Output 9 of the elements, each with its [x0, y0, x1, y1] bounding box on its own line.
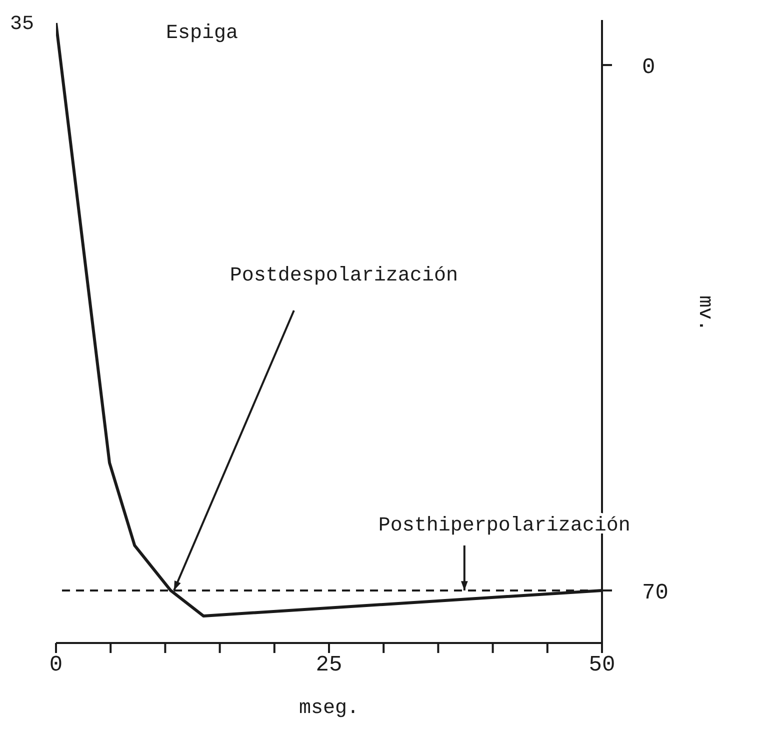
annotation: 35 — [10, 13, 34, 36]
y-axis-title: mv. — [692, 295, 716, 332]
annotation: Espiga — [166, 22, 238, 45]
y-tick-label: 70 — [642, 580, 668, 606]
x-tick-label: 0 — [49, 652, 63, 678]
annotation: Postdespolarización — [230, 264, 458, 288]
x-tick-label: 50 — [588, 652, 616, 678]
x-tick-label: 25 — [316, 652, 342, 678]
x-axis-title: mseg. — [298, 697, 360, 720]
